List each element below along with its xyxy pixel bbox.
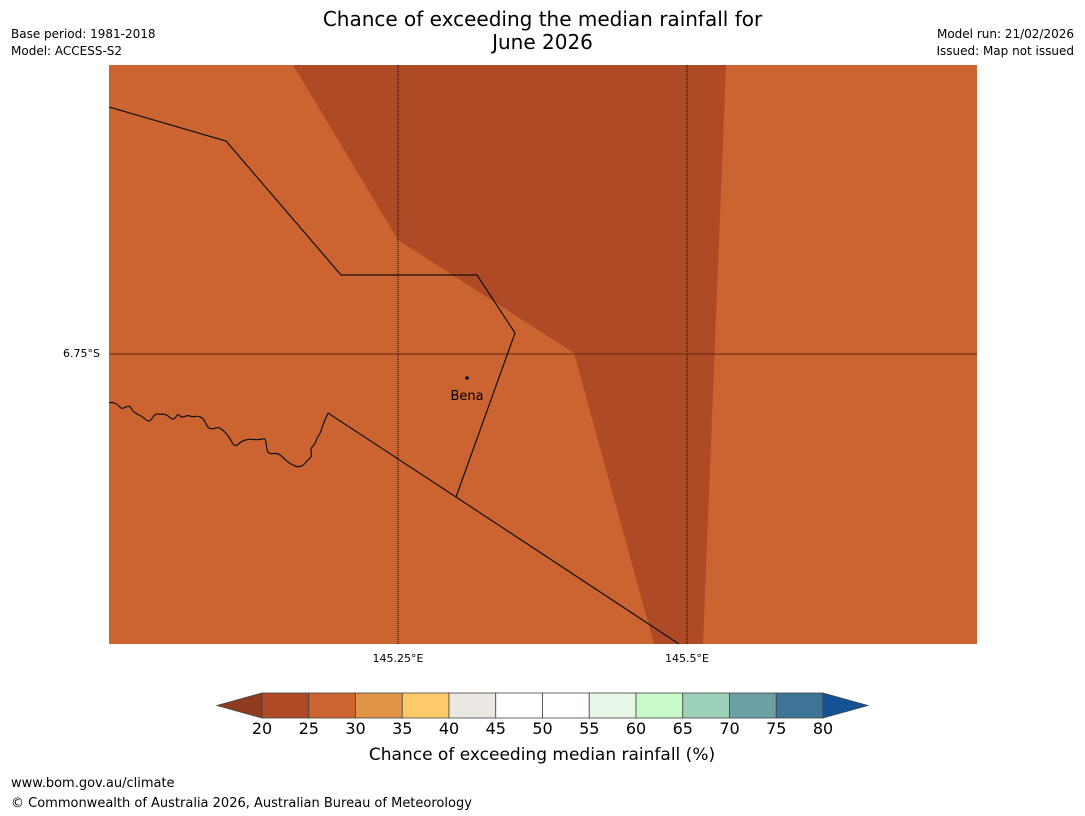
model-run-text: Model run: 21/02/2026 bbox=[936, 27, 1074, 41]
colorbar-bin-20-25 bbox=[261, 692, 310, 719]
colorbar-bin-35-40 bbox=[401, 692, 450, 719]
colorbar-tick-35: 35 bbox=[392, 719, 413, 738]
colorbar-bin-75-80 bbox=[775, 692, 824, 719]
rainfall-band-20-25 bbox=[293, 65, 726, 644]
colorbar-title: Chance of exceeding median rainfall (%) bbox=[0, 745, 1085, 765]
meta-left: Base period: 1981-2018 Model: ACCESS-S2 bbox=[11, 26, 156, 60]
map-title-line-1: Chance of exceeding the median rainfall … bbox=[322, 7, 763, 31]
colorbar-extend-low bbox=[215, 692, 263, 719]
colorbar-tick-45: 45 bbox=[485, 719, 506, 738]
colorbar-bin-55-60 bbox=[588, 692, 637, 719]
province-border-south bbox=[327, 412, 680, 644]
colorbar bbox=[215, 692, 870, 719]
colorbar-bin-30-35 bbox=[355, 692, 403, 719]
colorbar-tick-40: 40 bbox=[438, 719, 460, 738]
issued-text: Issued: Map not issued bbox=[936, 44, 1074, 58]
latitude-label-6-75: 6.75°S bbox=[63, 347, 100, 360]
place-marker-bena bbox=[465, 376, 469, 380]
coastline-river bbox=[109, 401, 329, 468]
colorbar-tick-30: 30 bbox=[345, 719, 366, 738]
colorbar-tick-65: 65 bbox=[672, 719, 693, 738]
colorbar-extend-high bbox=[822, 692, 870, 719]
colorbar-tick-25: 25 bbox=[298, 719, 319, 738]
map-area bbox=[109, 65, 977, 644]
colorbar-bin-65-70 bbox=[682, 692, 730, 719]
map-title-line-2: June 2026 bbox=[492, 30, 593, 54]
colorbar-tick-50: 50 bbox=[532, 719, 553, 738]
colorbar-tick-20: 20 bbox=[251, 719, 273, 738]
colorbar-tick-75: 75 bbox=[766, 719, 787, 738]
meta-right: Model run: 21/02/2026 Issued: Map not is… bbox=[936, 26, 1074, 60]
colorbar-bin-40-45 bbox=[448, 692, 497, 719]
footer-copyright: © Commonwealth of Australia 2026, Austra… bbox=[11, 796, 472, 811]
colorbar-bin-50-55 bbox=[542, 692, 590, 719]
colorbar-bin-45-50 bbox=[495, 692, 543, 719]
place-label-bena: Bena bbox=[450, 389, 484, 404]
colorbar-tick-80: 80 bbox=[812, 719, 834, 738]
model-text: Model: ACCESS-S2 bbox=[11, 44, 123, 58]
colorbar-title-text: Chance of exceeding median rainfall (%) bbox=[368, 745, 716, 765]
province-border bbox=[109, 106, 516, 498]
colorbar-tick-55: 55 bbox=[579, 719, 600, 738]
colorbar-bin-25-30 bbox=[308, 692, 356, 719]
colorbar-tick-70: 70 bbox=[719, 719, 740, 738]
longitude-label-145-5: 145.5°E bbox=[665, 652, 709, 665]
footer-url: www.bom.gov.au/climate bbox=[11, 776, 175, 791]
colorbar-bin-70-75 bbox=[729, 692, 777, 719]
base-period-text: Base period: 1981-2018 bbox=[11, 27, 156, 41]
colorbar-bin-60-65 bbox=[635, 692, 684, 719]
colorbar-tick-60: 60 bbox=[625, 719, 647, 738]
longitude-label-145-25: 145.25°E bbox=[372, 652, 424, 665]
